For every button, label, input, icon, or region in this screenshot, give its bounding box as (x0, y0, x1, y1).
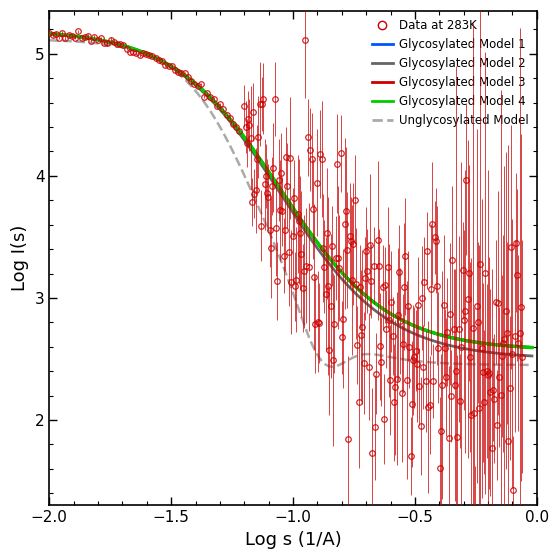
Y-axis label: Log I(s): Log I(s) (11, 225, 29, 291)
Legend: Data at 283K, Glycosylated Model 1, Glycosylated Model 2, Glycosylated Model 3, : Data at 283K, Glycosylated Model 1, Glyc… (367, 15, 533, 132)
X-axis label: Log s (1/A): Log s (1/A) (245, 531, 342, 549)
